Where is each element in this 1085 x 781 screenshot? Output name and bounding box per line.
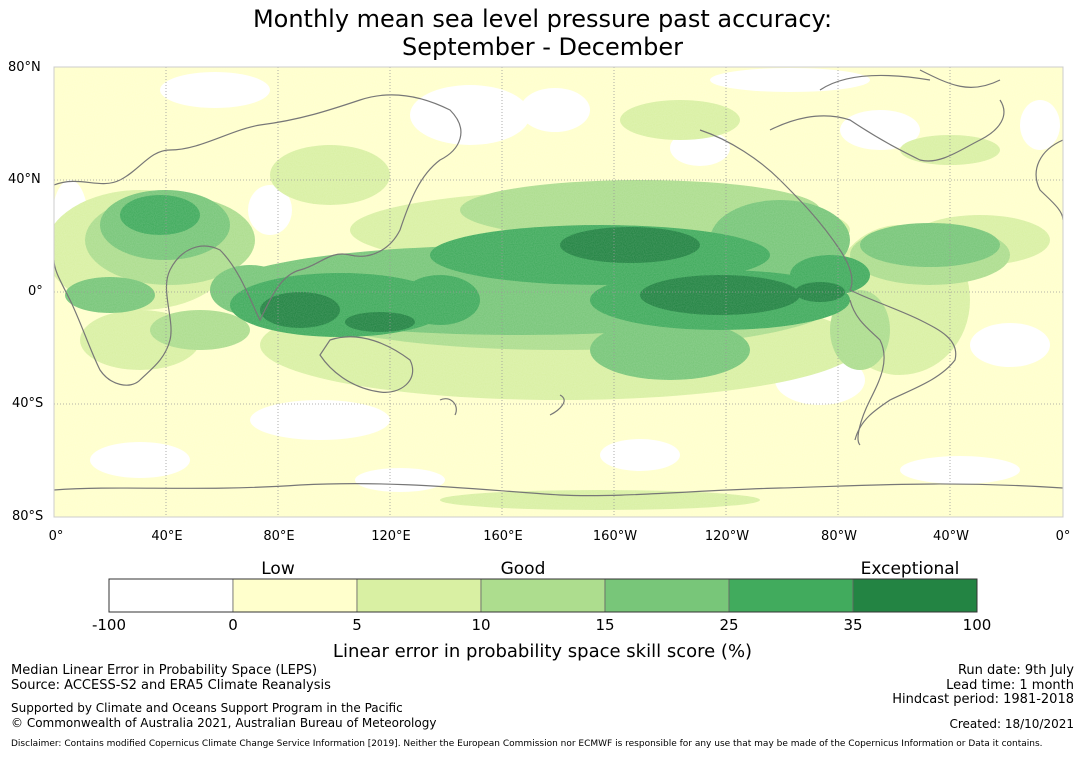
colorbar-tick: 15: [595, 616, 615, 634]
lon-label: 160°E: [483, 529, 523, 544]
colorbar-cell: [108, 578, 234, 613]
lon-label: 120°W: [704, 529, 750, 544]
lon-label: 40°W: [933, 529, 969, 544]
colorbar-cell: [852, 578, 978, 613]
lon-label: 0°: [48, 529, 64, 544]
run-date: Run date: 9th July: [957, 663, 1074, 678]
map-frame: [53, 66, 1064, 518]
colorbar-tick: 25: [719, 616, 739, 634]
colorbar-cell: [232, 578, 358, 613]
lon-label: 120°E: [371, 529, 411, 544]
colorbar-tick: 0: [228, 616, 238, 634]
lon-label: 80°W: [821, 529, 857, 544]
lat-label: 40°S: [12, 396, 44, 411]
footer-copyright: © Commonwealth of Australia 2021, Austra…: [11, 716, 437, 730]
colorbar-cell: [604, 578, 730, 613]
lead-time: Lead time: 1 month: [946, 678, 1074, 693]
colorbar-tick: 5: [352, 616, 362, 634]
footer-support: Supported by Climate and Oceans Support …: [11, 701, 403, 715]
lon-label: 80°E: [263, 529, 295, 544]
colorbar-tick: 35: [843, 616, 863, 634]
hindcast-period: Hindcast period: 1981-2018: [892, 692, 1074, 707]
created-date: Created: 18/10/2021: [949, 717, 1074, 731]
colorbar-tick: 100: [962, 616, 992, 634]
colorbar-category-low: Low: [261, 559, 295, 579]
lat-label: 80°S: [12, 509, 44, 524]
colorbar-tick: 10: [471, 616, 491, 634]
colorbar-cell: [356, 578, 482, 613]
lon-label: 0°: [1055, 529, 1071, 544]
lat-label: 40°N: [8, 172, 41, 187]
lat-label: 0°: [28, 284, 43, 299]
lon-label: 160°W: [592, 529, 638, 544]
lon-label: 40°E: [151, 529, 183, 544]
disclaimer: Disclaimer: Contains modified Copernicus…: [11, 739, 1043, 749]
footer-method: Median Linear Error in Probability Space…: [11, 663, 318, 678]
colorbar-title: Linear error in probability space skill …: [332, 641, 753, 662]
colorbar-cell: [480, 578, 606, 613]
colorbar-category-good: Good: [500, 559, 546, 579]
colorbar-category-exceptional: Exceptional: [860, 559, 960, 579]
colorbar-tick: -100: [91, 616, 127, 634]
chart-title-line2: September - December: [401, 33, 684, 61]
colorbar-cell: [728, 578, 854, 613]
lat-label: 80°N: [8, 60, 41, 75]
chart-title-line1: Monthly mean sea level pressure past acc…: [252, 5, 833, 33]
footer-source: Source: ACCESS-S2 and ERA5 Climate Reana…: [11, 678, 331, 693]
graticule: [54, 67, 1063, 517]
